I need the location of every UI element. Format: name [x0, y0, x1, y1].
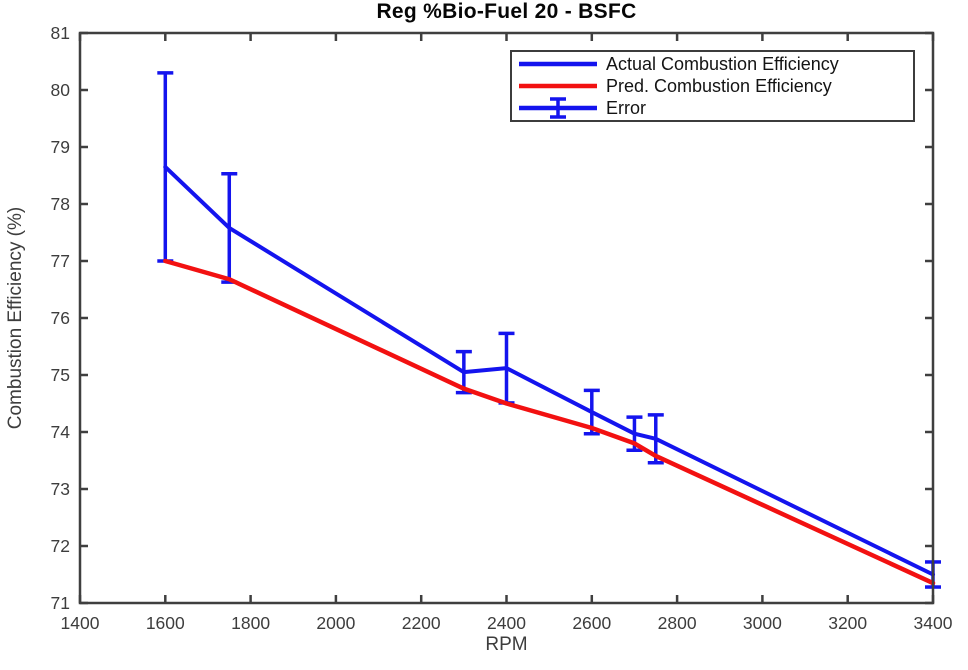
x-tick-label: 1600	[146, 613, 185, 633]
x-tick-label: 1800	[231, 613, 270, 633]
y-tick-label: 73	[51, 479, 70, 499]
legend-line-glyph	[519, 61, 597, 67]
legend-box: Actual Combustion Efficiency Pred. Combus…	[510, 50, 915, 122]
y-tick-label: 77	[51, 251, 70, 271]
x-tick-label: 2600	[572, 613, 611, 633]
x-tick-label: 3000	[743, 613, 782, 633]
y-axis-label: Combustion Efficiency (%)	[5, 206, 26, 430]
y-tick-label: 80	[51, 80, 71, 100]
y-tick-label: 76	[51, 308, 70, 328]
predicted-efficiency-line	[163, 258, 936, 586]
legend-label: Actual Combustion Efficiency	[606, 54, 839, 74]
legend-item-3: Error	[519, 97, 913, 119]
legend-item-2: Pred. Combustion Efficiency	[519, 75, 913, 97]
chart-title: Reg %Bio-Fuel 20 - BSFC	[376, 0, 637, 23]
y-tick-label: 79	[51, 137, 70, 157]
legend-item-1: Actual Combustion Efficiency	[519, 53, 913, 75]
y-tick-label: 78	[51, 194, 70, 214]
x-tick-label: 2400	[487, 613, 526, 633]
y-tick-label: 72	[51, 536, 70, 556]
x-tick-label: 3200	[828, 613, 867, 633]
x-tick-label: 2200	[402, 613, 441, 633]
plot-border	[78, 31, 935, 605]
x-axis-label: RPM	[485, 634, 528, 655]
legend-label: Pred. Combustion Efficiency	[606, 76, 832, 96]
y-tick-label: 71	[51, 593, 70, 613]
x-tick-label: 1400	[61, 613, 100, 633]
y-tick-label: 81	[51, 23, 70, 43]
y-tick-label: 74	[51, 422, 71, 442]
x-tick-label: 2800	[658, 613, 697, 633]
x-tick-label: 2000	[316, 613, 355, 633]
x-tick-label: 3400	[914, 613, 953, 633]
legend-line-glyph	[519, 83, 597, 89]
actual-efficiency-line	[163, 164, 935, 577]
y-tick-label: 75	[51, 365, 70, 385]
legend-errorbar-glyph	[519, 97, 597, 119]
legend-label: Error	[606, 98, 646, 118]
